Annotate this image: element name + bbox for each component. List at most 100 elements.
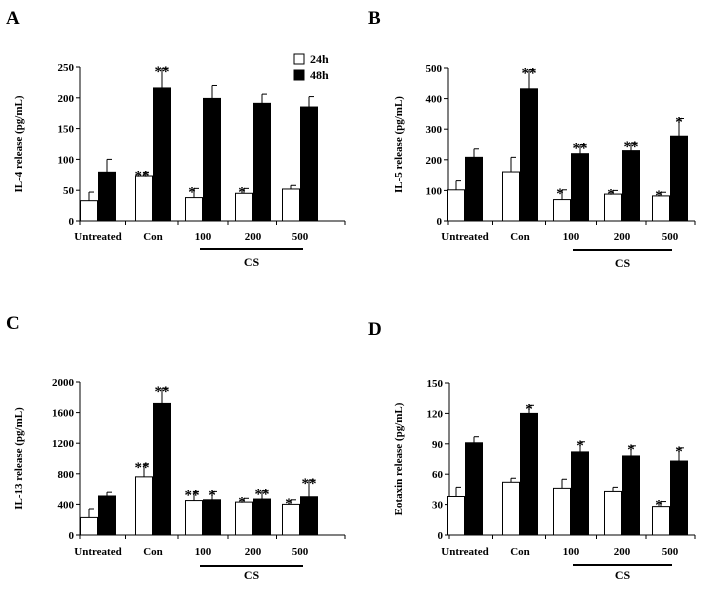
group-label: CS [244,255,260,269]
y-tick-label: 800 [58,469,75,481]
group-label: CS [615,568,631,582]
group-label: CS [615,256,631,270]
significance-marker: ** [135,168,150,184]
bar-24h-100 [553,199,571,222]
y-tick-label: 90 [432,439,444,451]
chart-panel-d: D 0 30 60 90 120 150 Eotaxin release (pg/mL) * *… [368,319,696,582]
significance-marker: ** [522,66,537,82]
bar-48h-100 [203,499,221,536]
category-label: 200 [614,231,631,243]
chart-panel-c: C 0 400 800 1200 1600 2000 IL-13 release (pg/m… [6,313,346,582]
category-label: 100 [563,231,580,243]
bar-48h-200 [622,150,640,222]
significance-marker: * [556,186,564,202]
category-label: 100 [195,231,212,243]
significance-marker: * [655,188,663,204]
category-label: Untreated [74,546,121,558]
chart-panel-a: A 24h 48h 0 50 100 150 200 250 IL-4 release (p… [6,8,346,269]
bar-48h-200 [253,498,271,536]
bar-48h-100 [571,153,589,222]
bar-48h-200 [622,455,640,536]
bar-24h-Con [502,481,520,536]
bar-48h-100 [203,97,221,222]
bar-48h-500 [300,496,318,536]
y-tick-label: 0 [69,216,75,228]
category-label: 200 [614,546,631,558]
y-tick-label: 150 [427,378,444,390]
y-tick-label: 1200 [52,438,75,450]
y-tick-label: 1600 [52,408,75,420]
category-label: 500 [292,231,309,243]
y-tick-label: 60 [432,469,444,481]
y-tick-label: 300 [426,124,443,136]
y-tick-label: 400 [58,499,75,511]
significance-marker: * [576,438,584,454]
significance-marker: * [675,444,683,460]
significance-marker: ** [573,141,588,157]
bar-48h-500 [300,106,318,222]
chart-legend: 24h 48h [293,52,329,82]
legend-swatch-24h [293,53,305,65]
category-label: Con [143,546,163,558]
bar-48h-Con [520,88,538,222]
bar-24h-Con [502,171,520,222]
bar-48h-Untreated [465,156,483,222]
y-tick-label: 100 [426,185,443,197]
significance-marker: ** [302,476,317,492]
significance-marker: ** [135,460,150,476]
significance-marker: * [238,494,246,510]
y-tick-label: 0 [437,216,443,228]
category-label: 500 [662,231,679,243]
category-label: Untreated [441,231,488,243]
y-tick-label: 500 [426,63,443,75]
significance-marker: ** [155,384,170,400]
y-tick-label: 120 [427,408,444,420]
category-label: 100 [563,546,580,558]
significance-marker: * [285,496,293,512]
significance-marker: ** [624,139,639,155]
bar-24h-Untreated [80,200,98,222]
category-label: Con [510,546,530,558]
category-label: 500 [662,546,679,558]
significance-marker: * [208,487,216,503]
significance-marker: * [627,442,635,458]
y-tick-label: 250 [58,62,75,74]
significance-marker: * [607,186,615,202]
significance-marker: * [675,114,683,130]
category-label: Con [510,231,530,243]
significance-marker: * [525,401,533,417]
category-label: 500 [292,546,309,558]
category-label: 200 [245,231,262,243]
y-tick-label: 30 [432,500,444,512]
y-axis-label: Eotaxin release (pg/mL) [393,402,405,515]
y-tick-label: 0 [69,530,75,542]
bar-48h-Untreated [98,171,116,222]
bar-48h-100 [571,451,589,536]
y-axis-label: IL-5 release (pg/mL) [393,96,405,193]
bar-24h-500 [282,188,300,222]
bar-48h-Untreated [98,495,116,536]
bar-48h-Con [153,402,171,536]
y-tick-label: 150 [58,124,75,136]
bar-48h-200 [253,102,271,222]
bar-48h-Untreated [465,442,483,536]
y-tick-label: 0 [438,530,444,542]
significance-marker: ** [155,64,170,80]
panel-letter-a: A [6,8,20,29]
category-label: Untreated [74,231,121,243]
bar-24h-Untreated [447,495,465,536]
bar-48h-Con [520,412,538,536]
significance-marker: * [188,184,196,200]
category-label: 100 [195,546,212,558]
significance-marker: * [238,184,246,200]
bar-48h-Con [153,87,171,222]
bar-24h-Con [135,476,153,536]
bar-24h-Untreated [80,516,98,536]
panel-letter-c: C [6,313,20,334]
bar-48h-500 [670,460,688,536]
y-tick-label: 50 [63,185,75,197]
y-tick-label: 200 [58,93,75,105]
panel-letter-d: D [368,319,382,340]
y-tick-label: 100 [58,154,75,166]
